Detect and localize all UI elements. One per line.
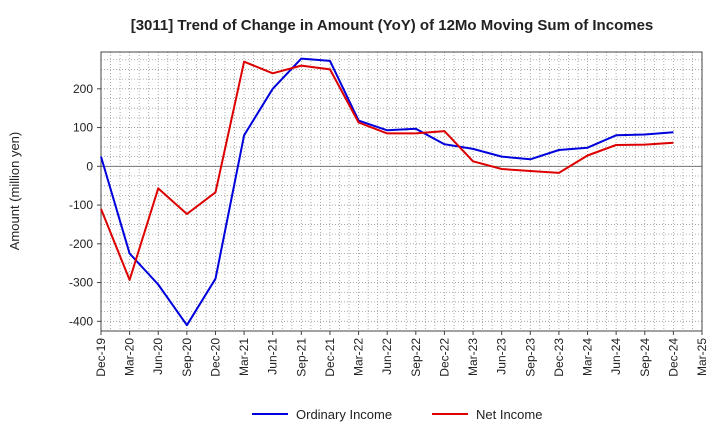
plot-border bbox=[100, 51, 703, 332]
x-tick-label: Sep-23 bbox=[523, 338, 537, 377]
x-tick-label: Dec-21 bbox=[323, 338, 337, 377]
x-ticks: Dec-19 Mar-20 Jun-20 Sep-20 Dec-20 Mar-21 Jun-… bbox=[94, 331, 709, 377]
x-tick-label: Sep-24 bbox=[638, 338, 652, 377]
y-tick-label: 100 bbox=[73, 121, 93, 135]
y-tick-label: -300 bbox=[69, 276, 93, 290]
y-tick-label: 0 bbox=[86, 159, 93, 173]
series-line-ordinary-income bbox=[100, 57, 674, 327]
x-tick-label: Sep-20 bbox=[180, 338, 194, 377]
plot-background bbox=[101, 52, 702, 331]
y-ticks: 200 100 0 -100 -200 -300 -400 bbox=[69, 82, 101, 328]
x-tick-label: Mar-23 bbox=[466, 338, 480, 376]
legend-label: Net Income bbox=[476, 407, 542, 422]
y-tick-label: -100 bbox=[69, 198, 93, 212]
x-tick-label: Jun-22 bbox=[380, 338, 394, 375]
x-tick-label: Jun-24 bbox=[609, 338, 623, 375]
legend-label: Ordinary Income bbox=[296, 407, 392, 422]
chart-title: [3011] Trend of Change in Amount (YoY) o… bbox=[131, 17, 654, 34]
series-group bbox=[100, 57, 674, 327]
x-tick-label: Mar-24 bbox=[581, 338, 595, 376]
x-tick-label: Dec-20 bbox=[208, 338, 222, 377]
legend: Ordinary Income Net Income bbox=[252, 407, 542, 422]
x-tick-label: Dec-24 bbox=[666, 338, 680, 377]
plot-frame bbox=[100, 51, 703, 332]
x-tick-label: Mar-20 bbox=[123, 338, 137, 376]
x-tick-label: Dec-22 bbox=[437, 338, 451, 377]
x-tick-label: Jun-23 bbox=[495, 338, 509, 375]
y-tick-label: -200 bbox=[69, 237, 93, 251]
x-tick-label: Mar-22 bbox=[352, 338, 366, 376]
x-tick-label: Mar-21 bbox=[237, 338, 251, 376]
x-tick-label: Dec-19 bbox=[94, 338, 108, 377]
y-tick-label: 200 bbox=[73, 82, 93, 96]
y-tick-label: -400 bbox=[69, 314, 93, 328]
x-tick-label: Jun-20 bbox=[151, 338, 165, 375]
series-line-net-income bbox=[100, 60, 674, 281]
x-tick-label: Mar-25 bbox=[695, 338, 709, 376]
x-tick-label: Sep-22 bbox=[409, 338, 423, 377]
x-tick-label: Dec-23 bbox=[552, 338, 566, 377]
y-axis-label: Amount (million yen) bbox=[7, 132, 22, 251]
x-tick-label: Sep-21 bbox=[294, 338, 308, 377]
grid bbox=[101, 52, 702, 332]
x-tick-label: Jun-21 bbox=[266, 338, 280, 375]
